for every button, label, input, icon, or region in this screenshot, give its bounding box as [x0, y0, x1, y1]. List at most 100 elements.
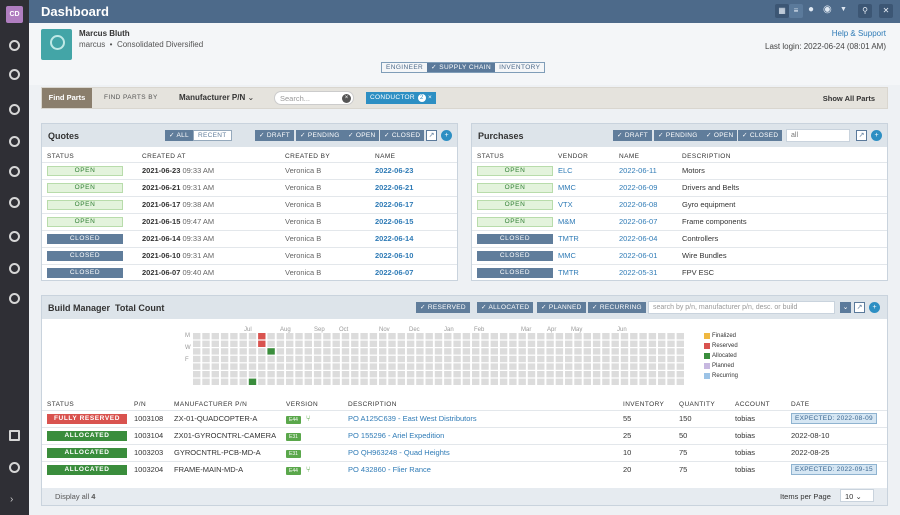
chevron-down-icon[interactable]: ⌄ [840, 302, 851, 313]
heatmap-cell[interactable] [574, 333, 582, 340]
heatmap-cell[interactable] [360, 355, 368, 363]
heatmap-cell[interactable] [304, 348, 312, 355]
heatmap-cell[interactable] [323, 348, 331, 355]
heatmap-cell[interactable] [258, 371, 266, 378]
heatmap-cell[interactable] [202, 371, 210, 378]
bell-icon[interactable]: ● [808, 4, 815, 15]
grid-view-icon[interactable]: ▦ [775, 4, 789, 18]
heatmap-cell[interactable] [267, 363, 275, 370]
heatmap-cell[interactable] [658, 355, 666, 363]
heatmap-cell[interactable] [230, 340, 238, 347]
heatmap-cell[interactable] [481, 348, 489, 355]
heatmap-cell[interactable] [248, 340, 257, 347]
heatmap-cell[interactable] [369, 340, 378, 347]
heatmap-cell[interactable] [416, 340, 424, 347]
heatmap-cell[interactable] [592, 363, 601, 370]
heatmap-cell[interactable] [388, 333, 396, 340]
heatmap-cell[interactable] [472, 371, 480, 378]
heatmap-cell[interactable] [481, 333, 489, 340]
heatmap-cell[interactable] [416, 378, 424, 385]
heatmap-cell[interactable] [490, 340, 498, 347]
heatmap-cell[interactable] [304, 340, 312, 347]
heatmap-cell[interactable] [527, 363, 536, 370]
heatmap-cell[interactable] [620, 363, 629, 370]
heatmap-cell[interactable] [239, 363, 247, 370]
heatmap-cell[interactable] [546, 355, 554, 363]
heatmap-cell[interactable] [351, 363, 359, 370]
heatmap-cell[interactable] [472, 378, 480, 385]
heatmap-cell[interactable] [565, 348, 573, 355]
heatmap-cell[interactable] [230, 371, 238, 378]
heatmap-cell[interactable] [537, 340, 545, 347]
heatmap-cell[interactable] [481, 378, 489, 385]
heatmap-cell[interactable] [313, 355, 322, 363]
heatmap-cell[interactable] [676, 340, 684, 347]
heatmap-cell[interactable] [602, 378, 610, 385]
heatmap-cell[interactable] [574, 371, 582, 378]
heatmap-cell[interactable] [397, 355, 405, 363]
filter-draft[interactable]: ✓ DRAFT [255, 130, 295, 141]
heatmap-cell[interactable] [360, 363, 368, 370]
heatmap-cell[interactable] [239, 378, 247, 385]
heatmap-cell[interactable] [211, 355, 219, 363]
heatmap-cell[interactable] [602, 333, 610, 340]
chevron-down-icon[interactable]: ▼ [840, 6, 847, 13]
heatmap-cell[interactable] [286, 348, 294, 355]
heatmap-cell[interactable] [518, 348, 526, 355]
heatmap-cell[interactable] [546, 333, 554, 340]
col-created-at[interactable]: CREATED AT [142, 152, 186, 160]
table-row[interactable]: OPEN ELC 2022-06-11 Motors [472, 161, 887, 179]
heatmap-cell[interactable] [332, 348, 340, 355]
heatmap-cell[interactable] [472, 355, 480, 363]
heatmap-cell[interactable] [499, 363, 508, 370]
heatmap-cell[interactable] [462, 355, 471, 363]
heatmap-cell[interactable] [248, 355, 257, 363]
heatmap-cell[interactable] [518, 340, 526, 347]
vendor-link[interactable]: TMTR [558, 234, 579, 243]
heatmap-cell[interactable] [341, 371, 350, 378]
table-row[interactable]: ALLOCATED 1003204 FRAME-MAIN-MD-A E44 ⑂ PO 43… [42, 460, 887, 478]
heatmap-cell[interactable] [658, 378, 666, 385]
heatmap-cell[interactable] [620, 355, 629, 363]
heatmap-cell[interactable] [518, 378, 526, 385]
build-search-input[interactable]: search by p/n, manufacturer p/n, desc. o… [648, 301, 835, 314]
branch-icon[interactable]: ⑂ [305, 413, 311, 423]
heatmap-cell[interactable] [406, 378, 415, 385]
heatmap-cell[interactable] [509, 348, 517, 355]
heatmap-cell[interactable] [490, 333, 498, 340]
heatmap-cell[interactable] [351, 333, 359, 340]
heatmap-cell[interactable] [295, 363, 303, 370]
heatmap-cell[interactable] [453, 355, 461, 363]
heatmap-cell[interactable] [574, 348, 582, 355]
heatmap-cell[interactable] [462, 371, 471, 378]
heatmap-cell[interactable] [202, 348, 210, 355]
table-row[interactable]: OPEN 2021-06-21 09:31 AM Veronica B 2022-06… [42, 178, 457, 196]
heatmap-cell[interactable] [565, 371, 573, 378]
filter-recurring[interactable]: ✓ RECURRING [588, 302, 646, 313]
heatmap-cell[interactable] [286, 333, 294, 340]
heatmap-cell[interactable] [555, 340, 564, 347]
heatmap-cell[interactable] [388, 363, 396, 370]
heatmap-cell[interactable] [499, 371, 508, 378]
heatmap-cell[interactable] [351, 371, 359, 378]
heatmap-cell[interactable] [611, 355, 619, 363]
table-row[interactable]: CLOSED 2021-06-14 09:33 AM Veronica B 2022-… [42, 229, 457, 247]
heatmap-cell[interactable] [565, 378, 573, 385]
purchase-link[interactable]: 2022-06-09 [619, 183, 658, 192]
heatmap-cell[interactable] [444, 363, 452, 370]
heatmap-cell[interactable] [258, 333, 266, 340]
heatmap-cell[interactable] [379, 378, 387, 385]
role-tab-1[interactable]: ✓ SUPPLY CHAIN [427, 63, 496, 72]
heatmap-cell[interactable] [332, 371, 340, 378]
filter-draft[interactable]: ✓ DRAFT [613, 130, 653, 141]
version-badge[interactable]: E31 [286, 449, 301, 458]
heatmap-cell[interactable] [481, 363, 489, 370]
heatmap-cell[interactable] [258, 378, 266, 385]
heatmap-cell[interactable] [332, 340, 340, 347]
heatmap-cell[interactable] [388, 378, 396, 385]
table-row[interactable]: CLOSED MMC 2022-06-01 Wire Bundles [472, 246, 887, 264]
heatmap-cell[interactable] [388, 371, 396, 378]
heatmap-cell[interactable] [369, 371, 378, 378]
role-tab-0[interactable]: ENGINEER [386, 64, 424, 71]
filter-reserved[interactable]: ✓ RESERVED [416, 302, 470, 313]
